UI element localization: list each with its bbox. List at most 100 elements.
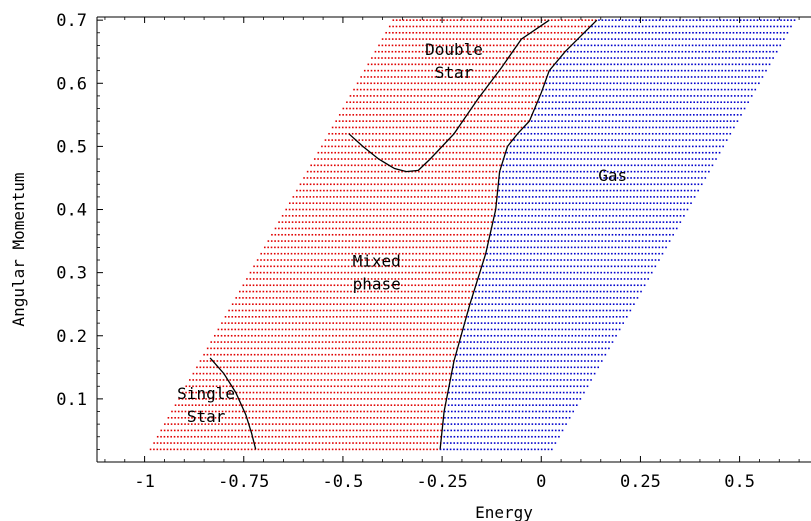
data-point [315,221,317,223]
data-point [451,196,453,198]
data-point [501,410,504,413]
data-point [221,429,223,432]
data-point [237,448,240,451]
data-point [578,328,580,331]
data-point [260,265,262,268]
data-point [616,196,618,198]
data-point [656,208,658,211]
data-point [290,372,292,375]
data-point [604,252,606,255]
data-point [430,429,432,432]
data-point [483,442,486,444]
data-point [290,271,292,274]
data-point [524,334,526,337]
data-point [532,284,535,287]
data-point [545,290,548,293]
data-point [443,334,445,337]
data-point [457,404,460,406]
data-point [627,278,629,280]
data-point [612,322,614,324]
data-point [620,265,623,268]
data-point [362,328,365,331]
data-point [326,196,328,198]
data-point [666,215,668,217]
data-point [334,246,337,249]
data-point [544,442,547,444]
data-point [459,259,461,261]
data-point [273,278,275,280]
data-point [658,233,661,236]
data-point [453,442,455,444]
data-point [163,448,165,451]
data-point [298,328,301,331]
data-point [358,353,360,356]
data-point [404,385,407,388]
data-point [370,410,372,413]
data-point [590,252,593,255]
data-point [262,309,264,312]
data-point [442,265,444,268]
data-point [360,398,362,400]
data-point [422,448,425,451]
data-point [551,423,554,425]
data-point [296,379,299,381]
data-point [399,334,402,337]
data-point [327,360,330,362]
data-point [573,379,575,381]
data-point [402,448,405,451]
data-point [396,322,399,324]
data-point [332,423,335,425]
data-point [333,303,335,305]
data-point [507,322,510,324]
data-point [625,215,628,217]
data-point [305,309,308,312]
data-point [379,227,381,230]
data-point [496,366,498,369]
data-point [615,316,618,318]
data-point [317,353,320,356]
data-point [193,448,196,451]
data-point [466,341,469,343]
data-point [317,360,320,362]
data-point [472,372,475,375]
data-point [247,328,250,331]
data-point [303,391,305,394]
data-point [221,417,224,419]
data-point [424,398,427,400]
data-point [462,271,464,274]
data-point [216,360,219,362]
data-point [196,448,199,451]
data-point [498,309,500,312]
data-point [455,360,458,362]
data-point [534,423,537,425]
data-point [407,404,409,406]
data-point [419,448,422,451]
data-point [468,284,471,287]
data-point [206,353,209,356]
data-point [386,417,389,419]
data-point [267,442,270,444]
data-point [429,353,431,356]
data-point [474,429,476,432]
data-point [477,208,480,211]
data-point [278,328,280,331]
data-point [337,366,340,369]
data-point [316,391,319,394]
data-point [481,189,484,192]
data-point [622,202,625,205]
data-point [661,252,664,255]
data-point [387,404,389,406]
data-point [653,202,655,205]
data-point [514,435,516,438]
data-point [345,448,347,451]
data-point [606,284,609,287]
data-point [349,309,352,312]
data-point [527,233,529,236]
data-point [310,252,313,255]
data-point [224,316,227,318]
data-point [453,341,455,343]
data-point [621,233,624,236]
data-point [331,240,334,242]
data-point [529,284,531,287]
data-point [298,448,300,451]
